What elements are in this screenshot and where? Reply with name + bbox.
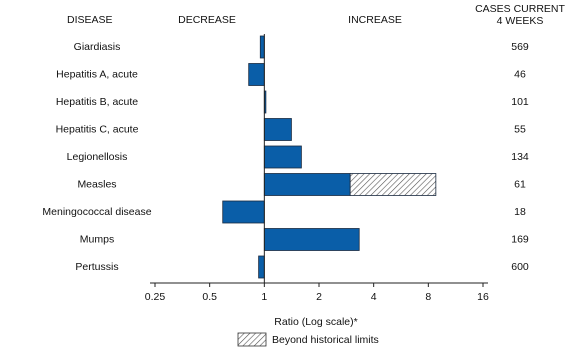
bar <box>258 255 265 279</box>
legend-swatch <box>237 332 267 347</box>
x-tick-label: 2 <box>316 291 322 303</box>
cases-value: 55 <box>514 123 526 135</box>
cases-value: 600 <box>511 261 529 273</box>
cases-value: 18 <box>514 206 526 218</box>
category-label: Mumps <box>80 233 114 245</box>
cases-value: 569 <box>511 41 529 53</box>
cases-value: 61 <box>514 178 526 190</box>
category-label: Pertussis <box>75 261 118 273</box>
x-tick-label: 0.25 <box>145 291 166 303</box>
category-label: Hepatitis A, acute <box>56 68 138 80</box>
bar <box>259 35 265 59</box>
legend-label: Beyond historical limits <box>272 334 379 346</box>
bar <box>263 118 292 141</box>
category-label: Giardiasis <box>74 41 121 53</box>
header-increase: INCREASE <box>348 14 402 26</box>
bar <box>263 145 302 169</box>
x-tick-label: 1 <box>261 291 267 303</box>
x-axis-label: Ratio (Log scale)* <box>274 316 357 328</box>
bar <box>263 173 351 196</box>
header-cases: 4 WEEKS <box>497 15 544 27</box>
category-label: Measles <box>77 178 116 190</box>
cases-value: 101 <box>511 96 529 108</box>
x-tick-label: 16 <box>477 291 489 303</box>
bar <box>222 200 265 224</box>
cases-value: 169 <box>511 233 529 245</box>
cases-value: 46 <box>514 68 526 80</box>
category-label: Legionellosis <box>67 151 128 163</box>
cases-value: 134 <box>511 151 529 163</box>
x-tick-label: 4 <box>371 291 377 303</box>
header-decrease: DECREASE <box>178 14 236 26</box>
header-cases: CASES CURRENT <box>475 3 565 15</box>
bar-beyond-limits <box>349 173 437 196</box>
header-disease: DISEASE <box>67 14 113 26</box>
x-tick-label: 0.5 <box>202 291 217 303</box>
category-label: Hepatitis C, acute <box>56 123 139 135</box>
category-label: Hepatitis B, acute <box>56 96 138 108</box>
bar <box>263 228 360 251</box>
x-tick-label: 8 <box>425 291 431 303</box>
bar <box>248 63 265 86</box>
category-label: Meningococcal disease <box>42 206 151 218</box>
